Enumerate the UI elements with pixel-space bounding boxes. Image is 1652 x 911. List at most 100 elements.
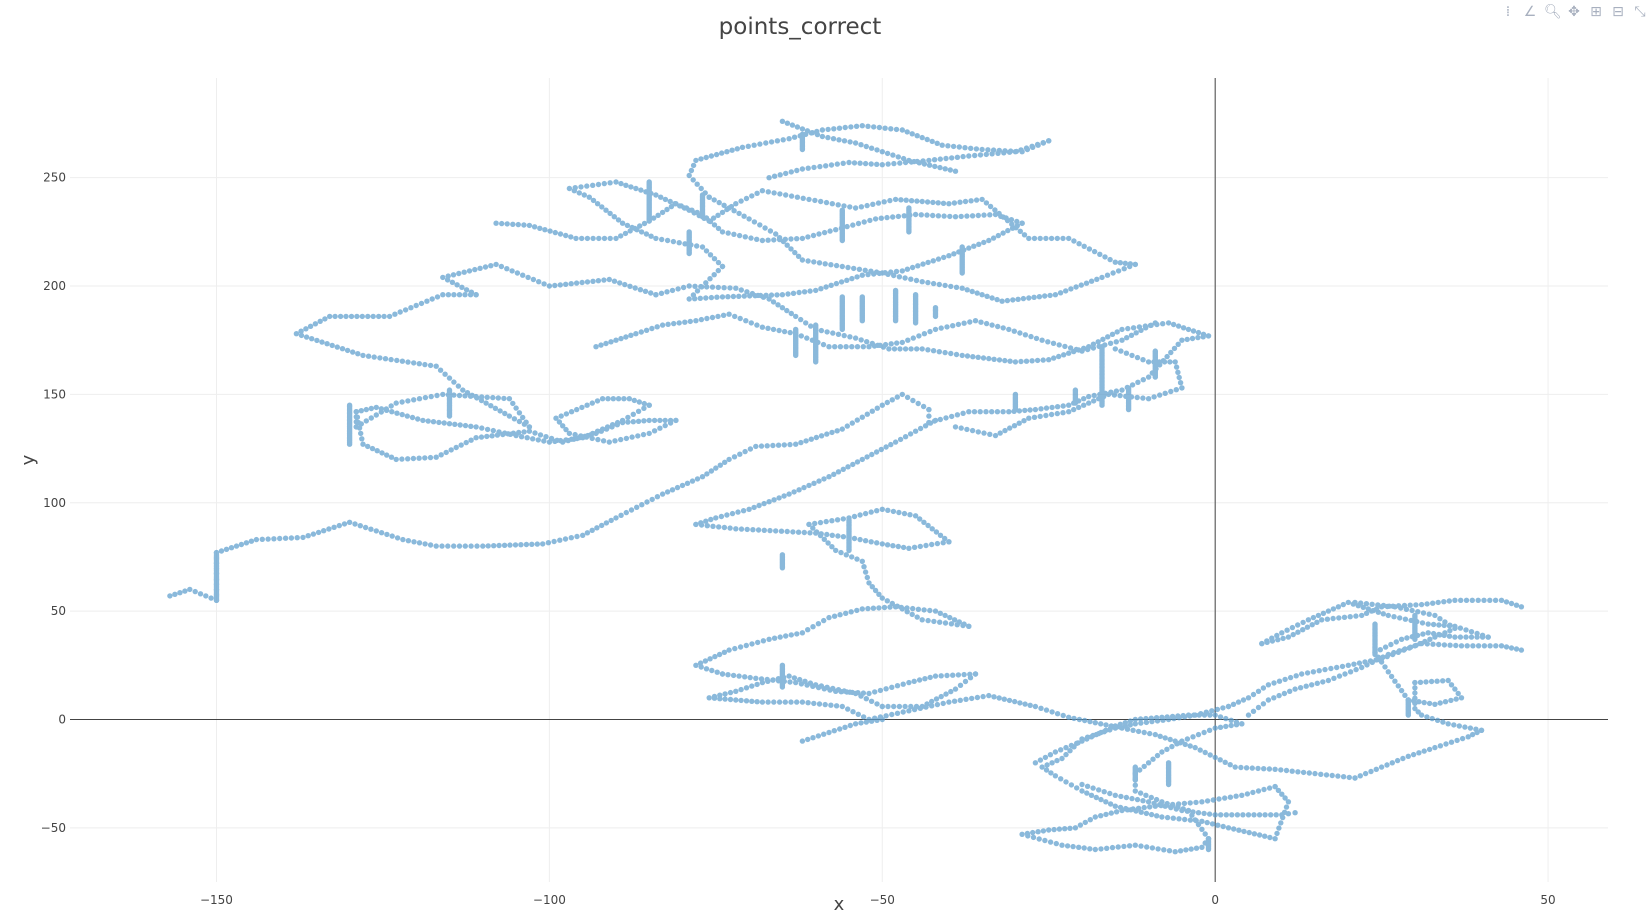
data-point (1047, 752, 1054, 758)
data-point (1141, 729, 1147, 736)
data-point (1060, 235, 1066, 242)
compare-data-icon[interactable]: ⁞ (1505, 4, 1511, 20)
data-point (835, 469, 842, 475)
data-point (848, 609, 854, 615)
data-point (1445, 721, 1451, 727)
data-point (492, 405, 499, 411)
data-point (394, 357, 400, 364)
data-point (973, 197, 980, 203)
data-point (546, 283, 553, 289)
data-point (872, 587, 879, 594)
data-point (1066, 409, 1072, 415)
data-point (817, 163, 823, 170)
data-point (1007, 425, 1013, 431)
data-point (1402, 646, 1408, 652)
data-point (213, 549, 220, 556)
data-point (1023, 145, 1030, 151)
data-point (757, 141, 763, 147)
data-point (942, 349, 948, 356)
data-point (972, 318, 979, 324)
data-point (704, 315, 710, 322)
data-point (339, 346, 346, 352)
data-point (882, 341, 889, 348)
data-point (943, 155, 949, 162)
data-point (863, 696, 869, 702)
data-point (473, 424, 479, 430)
data-point (1479, 632, 1486, 638)
data-point (1063, 288, 1069, 294)
data-point (1295, 629, 1301, 635)
data-point (535, 437, 541, 443)
zoom-out-icon[interactable]: ⊟ (1612, 4, 1624, 20)
data-point (653, 235, 659, 242)
data-point (784, 528, 790, 535)
data-point (243, 540, 250, 546)
data-point (798, 316, 804, 323)
data-point (878, 215, 884, 221)
data-point (416, 455, 422, 461)
autoscale-icon[interactable]: ⤡ (1634, 4, 1646, 20)
data-point (738, 686, 744, 693)
y-tick-label: 50 (51, 604, 66, 618)
data-point (983, 151, 989, 158)
data-point (771, 635, 778, 641)
data-point (429, 296, 435, 302)
data-point (1212, 754, 1218, 761)
data-point (805, 736, 811, 743)
data-point (838, 279, 845, 285)
data-point (866, 580, 872, 586)
data-point (1430, 600, 1436, 606)
data-point (315, 529, 322, 536)
data-point (1195, 810, 1202, 816)
data-point (977, 152, 984, 158)
data-point (690, 162, 697, 169)
data-point (1078, 282, 1085, 288)
closest-data-icon[interactable]: ∠ (1523, 4, 1537, 20)
data-point (1209, 821, 1216, 827)
data-point (1392, 604, 1398, 610)
data-point (818, 433, 825, 439)
data-point (711, 222, 718, 228)
data-point (440, 391, 446, 398)
data-point (973, 146, 980, 152)
data-point (833, 280, 840, 287)
data-point (840, 160, 846, 166)
data-point (936, 349, 942, 355)
data-point (1432, 744, 1438, 751)
zoom-icon[interactable]: 🔍︎ (1544, 4, 1562, 20)
data-point (1481, 643, 1488, 649)
data-point (1398, 636, 1405, 642)
data-point (822, 261, 828, 267)
data-point (1098, 846, 1104, 852)
data-point (788, 632, 794, 638)
data-point (1021, 232, 1028, 238)
data-point (749, 698, 755, 704)
data-point (1425, 630, 1431, 636)
data-point (766, 175, 772, 181)
data-point (1036, 836, 1042, 842)
data-point (1141, 763, 1147, 770)
data-point (1105, 334, 1111, 340)
data-point (415, 416, 421, 422)
data-point (646, 179, 652, 185)
data-point (961, 621, 967, 627)
data-point (989, 322, 995, 328)
data-point (1223, 723, 1229, 730)
data-point (1017, 700, 1023, 706)
data-point (708, 153, 715, 159)
data-point (586, 194, 592, 200)
data-point (1181, 800, 1188, 807)
zoom-in-icon[interactable]: ⊞ (1590, 4, 1602, 20)
pan-icon[interactable]: ✥ (1568, 4, 1580, 20)
data-point (1071, 715, 1077, 722)
data-point (563, 281, 569, 287)
data-point (389, 409, 395, 415)
data-point (887, 604, 893, 610)
data-point (648, 290, 654, 296)
data-point (1265, 697, 1272, 703)
data-point (776, 327, 782, 334)
data-point (634, 227, 640, 233)
data-point (1217, 724, 1224, 730)
data-point (788, 169, 794, 175)
